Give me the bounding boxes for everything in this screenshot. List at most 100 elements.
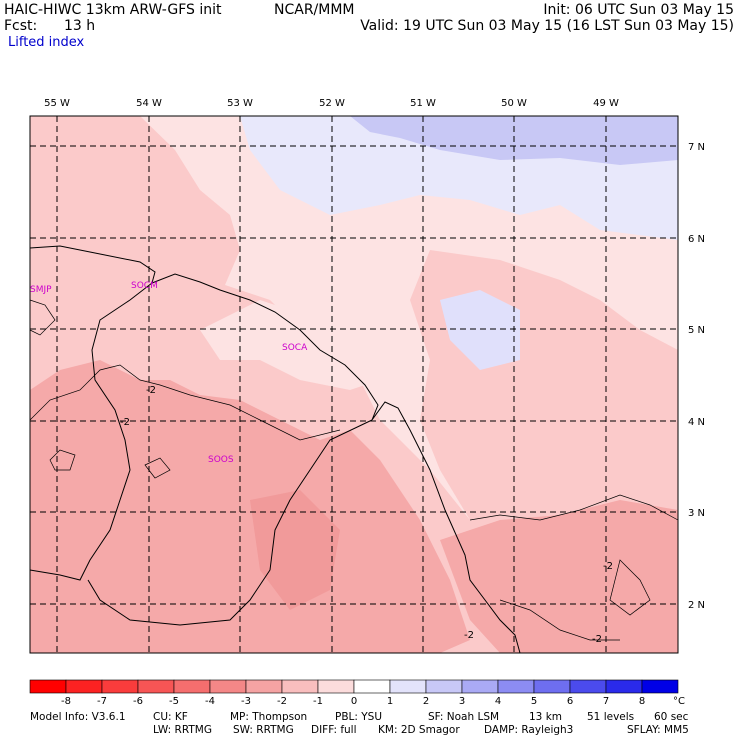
- contour-loop: [609, 559, 651, 616]
- colorbar-cell: [605, 679, 643, 694]
- station-label-socm: SOCM: [131, 281, 158, 291]
- footer-mp: MP: Thompson: [230, 711, 308, 723]
- shaded-field: [30, 116, 678, 653]
- colorbar-unit: °C: [673, 696, 685, 707]
- colorbar-cell: [317, 679, 355, 694]
- lon-label: 53 W: [227, 98, 253, 109]
- lon-label: 52 W: [319, 98, 345, 109]
- forecast-label: Fcst:: [4, 18, 38, 34]
- station-label-smjp: SMJP: [30, 285, 52, 295]
- footer-sflay: SFLAY: MM5: [627, 724, 689, 736]
- colorbar-cell: [497, 679, 535, 694]
- contour-label: -2: [120, 417, 130, 428]
- colorbar-tick-label: 1: [387, 696, 393, 707]
- colorbar-cell: [101, 679, 139, 694]
- latlon-grid: [30, 116, 678, 653]
- station-label-soca: SOCA: [282, 343, 308, 353]
- footer-cu: CU: KF: [153, 711, 188, 723]
- valid-time: Valid: 19 UTC Sun 03 May 15 (16 LST Sun …: [360, 18, 734, 34]
- colorbar-tick-label: -2: [277, 696, 287, 707]
- footer-km: KM: 2D Smagor: [378, 724, 460, 736]
- colorbar-ticks: -8 -7 -6 -5 -4 -3 -2 -1 0 1 2 3 4 5 6 7 8: [61, 696, 645, 707]
- colorbar-cell: [209, 679, 247, 694]
- colorbar-cell: [29, 679, 67, 694]
- colorbar-cell: [173, 679, 211, 694]
- contour-loop: [49, 449, 76, 471]
- contour-loop: [144, 457, 171, 479]
- colorbar-tick-label: -4: [205, 696, 215, 707]
- footer-res: 13 km: [529, 711, 563, 723]
- org-label: NCAR/MMM: [274, 2, 355, 18]
- colorbar-tick-label: -6: [133, 696, 143, 707]
- colorbar-tick-label: -8: [61, 696, 71, 707]
- colorbar-tick-label: -7: [97, 696, 107, 707]
- colorbar-tick-label: 7: [603, 696, 609, 707]
- field-salmon-east: [440, 500, 678, 653]
- footer-sf: SF: Noah LSM: [428, 711, 500, 723]
- colorbar-cell: [281, 679, 319, 694]
- footer-diff: DIFF: full: [311, 724, 357, 736]
- colorbar-cell: [137, 679, 175, 694]
- lat-label: 3 N: [688, 508, 705, 519]
- lon-label: 49 W: [593, 98, 619, 109]
- coast-line: [29, 245, 521, 654]
- contour-line: [499, 599, 620, 641]
- lat-labels: 7 N 6 N 5 N 4 N 3 N 2 N: [688, 142, 705, 611]
- station-labels: SMJP SOCM SOCA SOOS: [30, 281, 308, 465]
- footer-damp: DAMP: Rayleigh3: [484, 724, 574, 736]
- map-frame: [29, 115, 679, 654]
- lon-label: 50 W: [501, 98, 527, 109]
- forecast-hour: 13 h: [64, 18, 96, 34]
- colorbar-tick-label: 5: [531, 696, 537, 707]
- colorbar-tick-label: -1: [313, 696, 323, 707]
- colorbar-tick-label: 2: [423, 696, 429, 707]
- lat-label: 4 N: [688, 417, 705, 428]
- colorbar-cell: [641, 679, 679, 694]
- colorbar-tick-label: 4: [495, 696, 501, 707]
- contour-loop: [29, 299, 56, 336]
- colorbar-tick-label: -3: [241, 696, 251, 707]
- field-lavender-patch: [440, 290, 520, 370]
- lon-labels: 55 W 54 W 53 W 52 W 51 W 50 W 49 W: [44, 98, 619, 109]
- border-east: [87, 419, 373, 626]
- footer-sw: SW: RRTMG: [233, 724, 294, 736]
- lat-label: 5 N: [688, 325, 705, 336]
- colorbar-cell: [389, 679, 427, 694]
- colorbar-tick-label: 0: [351, 696, 357, 707]
- contour-label: -2: [146, 385, 156, 396]
- colorbar-tick-label: 8: [639, 696, 645, 707]
- colorbar-tick-label: 6: [567, 696, 573, 707]
- colorbar-cell: [533, 679, 571, 694]
- border-west: [29, 282, 153, 581]
- colorbar-cell: [569, 679, 607, 694]
- colorbar-cell: [425, 679, 463, 694]
- contour-label: -2: [464, 630, 474, 641]
- model-title: HAIC-HIWC 13km ARW-GFS init: [4, 2, 222, 18]
- field-name: Lifted index: [8, 35, 85, 50]
- contour-line: [29, 364, 341, 441]
- footer-pbl: PBL: YSU: [335, 711, 383, 723]
- colorbar-tick-label: -5: [169, 696, 179, 707]
- init-time: Init: 06 UTC Sun 03 May 15: [543, 2, 734, 18]
- footer-dt: 60 sec: [654, 711, 689, 723]
- colorbar-cell: [353, 679, 391, 694]
- field-salmon: [30, 360, 470, 653]
- colorbar-tick-label: 3: [459, 696, 465, 707]
- contour-line: [469, 494, 679, 521]
- contour-label: -2: [592, 634, 602, 645]
- field-salmon-core: [250, 490, 340, 610]
- lon-label: 54 W: [136, 98, 162, 109]
- colorbar-cell: [65, 679, 103, 694]
- colorbar-cell: [461, 679, 499, 694]
- colorbar: [29, 679, 679, 694]
- lat-label: 7 N: [688, 142, 705, 153]
- lat-label: 6 N: [688, 234, 705, 245]
- colorbar-cell: [245, 679, 283, 694]
- footer-model-info: Model Info: V3.6.1: [30, 711, 126, 723]
- contours: [29, 299, 679, 641]
- lat-label: 2 N: [688, 600, 705, 611]
- lon-label: 55 W: [44, 98, 70, 109]
- field-light-patch: [200, 300, 380, 390]
- contour-label: -2: [603, 561, 613, 572]
